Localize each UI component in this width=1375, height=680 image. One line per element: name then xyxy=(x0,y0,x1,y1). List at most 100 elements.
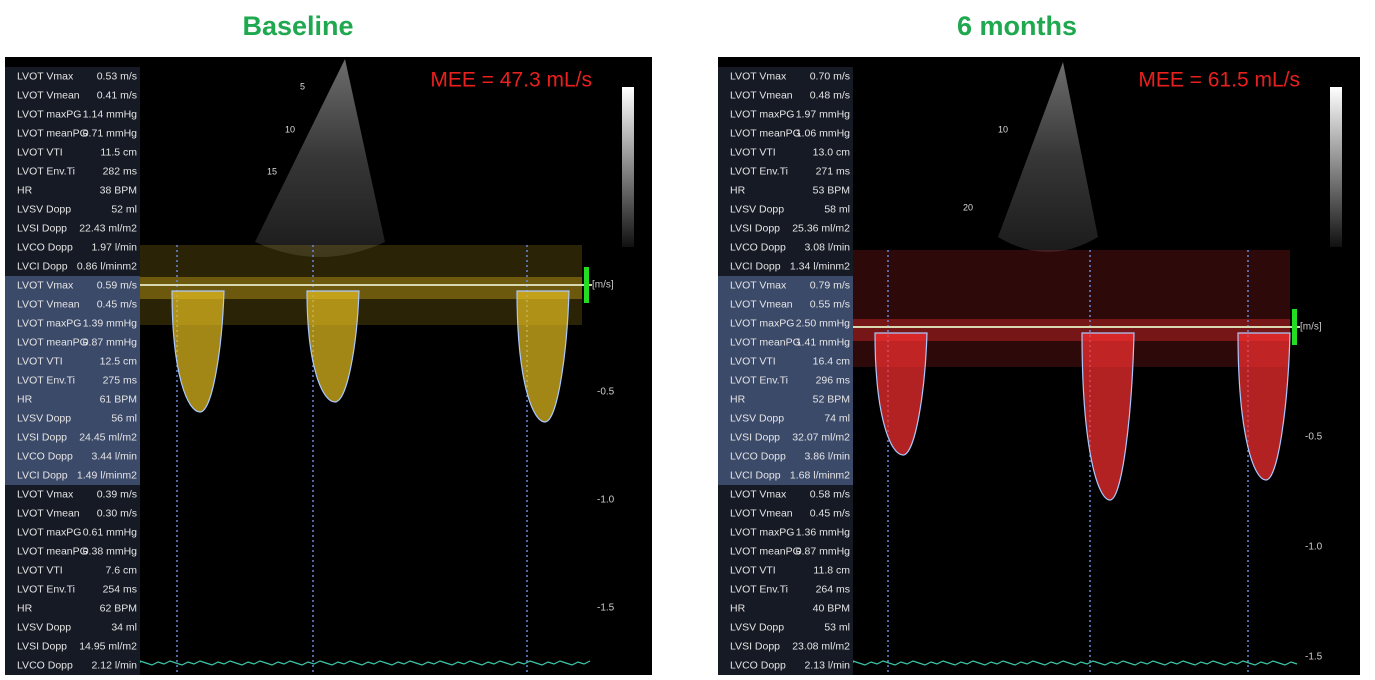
measure-label: LVOT Vmean xyxy=(730,89,793,101)
measure-value: 0.38 mmHg xyxy=(83,545,137,557)
figure: Baseline MEE = 47.3 mL/s [m/s] -0.5 -1.0 -1.5… xyxy=(0,0,1375,675)
measure-label: LVOT Vmax xyxy=(17,488,74,500)
measure-value: 0.53 m/s xyxy=(97,70,137,82)
measure-label: LVOT meanPG xyxy=(730,336,801,348)
baseline-marker xyxy=(584,267,589,303)
measure-label: LVOT VTI xyxy=(730,146,776,158)
measure-value: 1.39 mmHg xyxy=(83,317,137,329)
measure-value: 254 ms xyxy=(103,583,137,595)
measure-value: 34 ml xyxy=(111,621,137,633)
measure-label: LVOT VTI xyxy=(730,355,776,367)
depth-label: 20 xyxy=(963,202,973,212)
measure-label: HR xyxy=(730,184,746,196)
measure-value: 16.4 cm xyxy=(813,355,851,367)
measure-label: LVOT Vmean xyxy=(17,89,80,101)
measure-value: 38 BPM xyxy=(100,184,137,196)
measure-value: 1.34 l/minm2 xyxy=(790,260,850,272)
measure-label: LVSV Dopp xyxy=(730,412,784,424)
measure-label: LVCI Dopp xyxy=(730,469,781,481)
measure-label: LVOT Vmax xyxy=(730,279,787,291)
measure-label: LVSI Dopp xyxy=(730,222,780,234)
measure-value: 25.36 ml/m2 xyxy=(792,222,850,234)
measure-label: LVOT maxPG xyxy=(730,526,794,538)
measure-label: LVOT meanPG xyxy=(17,127,88,139)
measure-label: LVCO Dopp xyxy=(730,241,786,253)
measure-value: 62 BPM xyxy=(100,602,137,614)
measure-label: LVOT meanPG xyxy=(730,545,801,557)
measure-label: LVCI Dopp xyxy=(17,260,68,272)
velocity-unit: [m/s] xyxy=(1300,322,1322,333)
measure-label: LVOT Env.Ti xyxy=(17,165,75,177)
measure-value: 1.06 mmHg xyxy=(796,127,850,139)
measure-value: 3.86 l/min xyxy=(804,450,850,462)
panel-title: 6 months xyxy=(957,11,1077,41)
measure-label: LVOT Env.Ti xyxy=(17,374,75,386)
measure-label: LVOT Vmean xyxy=(17,507,80,519)
measure-label: LVOT Vmean xyxy=(730,298,793,310)
scale-label: -0.5 xyxy=(1305,432,1323,443)
measure-label: LVCO Dopp xyxy=(17,659,73,671)
panel-content: MEE = 47.3 mL/s[m/s]-0.5-1.0-1.551015LVO… xyxy=(5,57,652,675)
measure-label: LVOT meanPG xyxy=(17,336,88,348)
gray-bar xyxy=(622,87,634,247)
measure-value: 2.12 l/min xyxy=(91,659,137,671)
measure-value: 1.68 l/minm2 xyxy=(790,469,850,481)
measure-label: LVOT VTI xyxy=(730,564,776,576)
measure-value: 0.58 m/s xyxy=(810,488,850,500)
measure-value: 0.71 mmHg xyxy=(83,127,137,139)
measure-label: LVOT meanPG xyxy=(17,545,88,557)
measure-value: 2.50 mmHg xyxy=(796,317,850,329)
measure-label: LVCO Dopp xyxy=(17,241,73,253)
baseline-marker xyxy=(1292,309,1297,345)
measure-label: LVOT Env.Ti xyxy=(730,374,788,386)
measure-label: LVCO Dopp xyxy=(17,450,73,462)
measure-label: LVSI Dopp xyxy=(730,640,780,652)
measure-value: 3.08 l/min xyxy=(804,241,850,253)
measure-value: 0.55 m/s xyxy=(810,298,850,310)
scale-label: -1.5 xyxy=(597,603,615,614)
mee-annotation: MEE = 61.5 mL/s xyxy=(1138,69,1300,92)
measure-label: LVSV Dopp xyxy=(730,203,784,215)
measure-label: LVOT Vmax xyxy=(730,70,787,82)
depth-label: 10 xyxy=(998,124,1008,134)
measure-value: 0.87 mmHg xyxy=(796,545,850,557)
measure-value: 11.5 cm xyxy=(100,146,137,158)
measure-value: 14.95 ml/m2 xyxy=(79,640,137,652)
measure-label: LVOT Vmax xyxy=(730,488,787,500)
measure-label: HR xyxy=(17,602,33,614)
measure-label: LVOT Vmax xyxy=(17,70,74,82)
measure-label: LVOT maxPG xyxy=(730,108,794,120)
measure-value: 0.41 m/s xyxy=(97,89,137,101)
velocity-unit: [m/s] xyxy=(592,280,614,291)
measure-value: 0.59 m/s xyxy=(97,279,137,291)
measure-value: 2.13 l/min xyxy=(804,659,850,671)
measure-label: LVOT Env.Ti xyxy=(17,583,75,595)
measure-label: LVSI Dopp xyxy=(730,431,780,443)
measure-label: LVSV Dopp xyxy=(17,412,71,424)
mee-annotation: MEE = 47.3 mL/s xyxy=(430,69,592,92)
measure-value: 24.45 ml/m2 xyxy=(79,431,137,443)
measure-label: LVOT Vmean xyxy=(730,507,793,519)
ultrasound-panel: MEE = 47.3 mL/s[m/s]-0.5-1.0-1.551015LVO… xyxy=(5,57,652,675)
measure-value: 74 ml xyxy=(824,412,850,424)
measure-label: HR xyxy=(17,184,33,196)
measure-label: LVOT Vmax xyxy=(17,279,74,291)
panel-title: Baseline xyxy=(242,11,353,41)
measure-value: 1.41 mmHg xyxy=(796,336,850,348)
measure-value: 282 ms xyxy=(103,165,137,177)
measure-label: LVSV Dopp xyxy=(17,203,71,215)
measure-value: 56 ml xyxy=(111,412,137,424)
measure-label: LVCI Dopp xyxy=(17,469,68,481)
measure-value: 13.0 cm xyxy=(813,146,851,158)
measure-value: 58 ml xyxy=(824,203,850,215)
measure-label: LVOT Env.Ti xyxy=(730,165,788,177)
scale-label: -1.0 xyxy=(597,495,615,506)
measure-value: 7.6 cm xyxy=(105,564,137,576)
measure-value: 1.97 mmHg xyxy=(796,108,850,120)
measure-value: 11.8 cm xyxy=(813,564,850,576)
measure-value: 52 BPM xyxy=(813,393,850,405)
measure-value: 1.36 mmHg xyxy=(796,526,850,538)
measure-label: LVSI Dopp xyxy=(17,640,67,652)
measure-value: 0.48 m/s xyxy=(810,89,850,101)
depth-label: 10 xyxy=(285,124,295,134)
